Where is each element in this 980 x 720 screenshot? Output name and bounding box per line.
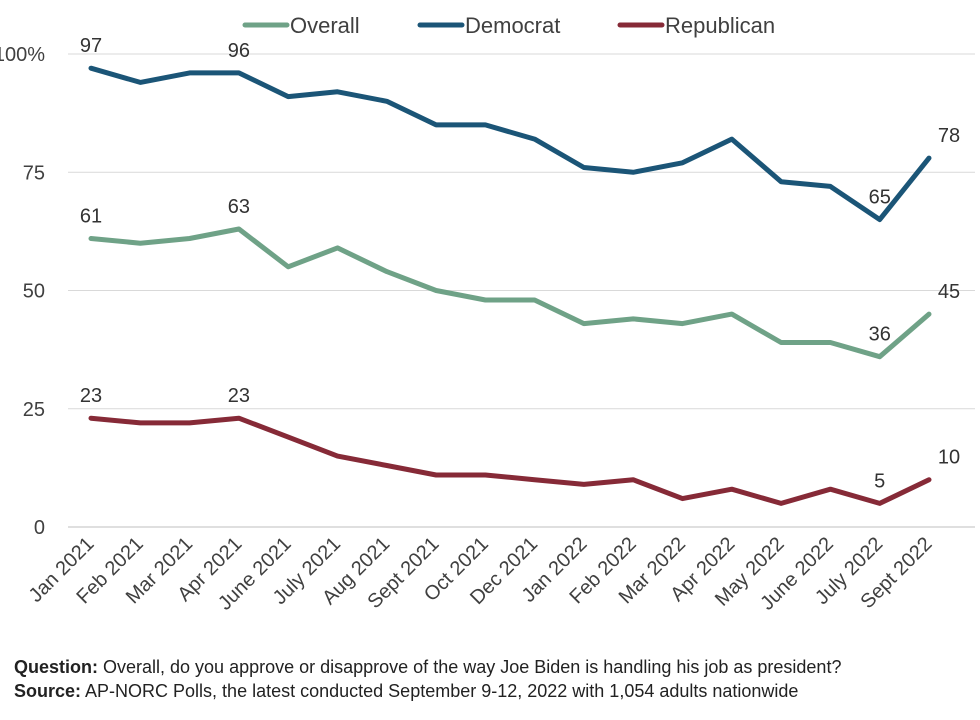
line-chart: Overall Democrat Republican 0 25 50 75 100% Ja… (0, 13, 975, 615)
series-line-republican (88, 415, 932, 506)
question-label: Question: (14, 657, 98, 677)
source-note: Source: AP-NORC Polls, the latest conduc… (14, 679, 964, 703)
question-text: Overall, do you approve or disapprove of… (98, 657, 842, 677)
y-tick-label: 100% (0, 44, 45, 66)
data-label-overall: 63 (228, 196, 250, 218)
legend: Overall Democrat Republican (242, 13, 775, 38)
y-tick-label: 0 (34, 517, 45, 539)
data-label-democrat: 97 (80, 35, 102, 57)
legend-label-overall: Overall (290, 13, 360, 38)
source-text: AP-NORC Polls, the latest conducted Sept… (81, 681, 799, 701)
data-label-republican: 23 (228, 385, 250, 407)
data-label-overall: 61 (80, 205, 102, 227)
data-label-republican: 23 (80, 385, 102, 407)
y-tick-label: 50 (23, 281, 45, 303)
y-tick-label: 25 (23, 399, 45, 421)
data-labels: 61 63 36 45 97 96 65 78 23 23 5 10 (80, 35, 960, 492)
chart-notes: Question: Overall, do you approve or dis… (14, 655, 964, 703)
y-tick-label: 75 (23, 162, 45, 184)
chart-canvas: Overall Democrat Republican 0 25 50 75 100% Ja… (0, 13, 975, 615)
legend-label-republican: Republican (665, 13, 775, 38)
source-label: Source: (14, 681, 82, 701)
question-note: Question: Overall, do you approve or dis… (14, 655, 964, 679)
data-label-democrat: 65 (869, 187, 891, 209)
y-axis: 0 25 50 75 100% (0, 44, 45, 539)
legend-label-democrat: Democrat (465, 13, 560, 38)
data-label-republican: 5 (874, 470, 885, 492)
series-lines (88, 65, 932, 506)
data-label-republican: 10 (938, 447, 960, 469)
series-line-democrat (88, 65, 932, 223)
gridlines (68, 53, 975, 528)
data-label-overall: 36 (869, 324, 891, 346)
data-label-democrat: 78 (938, 125, 960, 147)
data-label-overall: 45 (938, 281, 960, 303)
series-line-overall (88, 226, 932, 360)
data-label-democrat: 96 (228, 40, 250, 62)
